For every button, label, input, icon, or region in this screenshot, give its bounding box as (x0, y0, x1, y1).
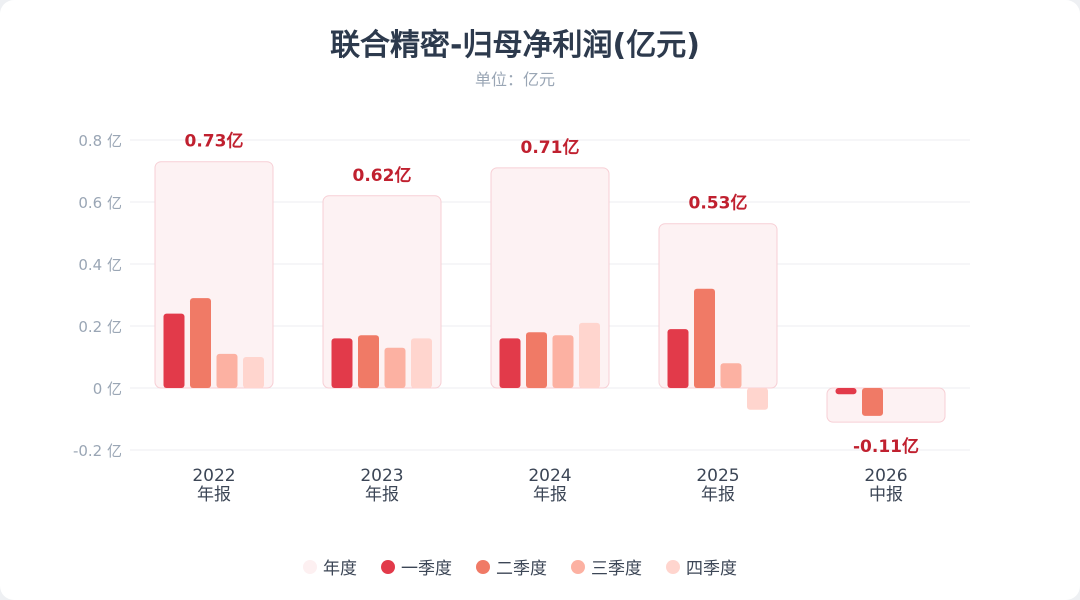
quarter-bar-4 (579, 322, 600, 388)
quarter-bar-3 (552, 335, 574, 388)
annual-bar (826, 387, 946, 423)
quarter-bar-2 (190, 298, 211, 388)
quarter-bar-2 (694, 288, 715, 388)
y-tick-label: 0.4 亿 (78, 256, 122, 274)
legend-label: 三季度 (591, 559, 642, 579)
x-tick-period: 年报 (197, 485, 231, 505)
quarter-bar-2 (526, 332, 547, 388)
x-tick-year: 2022 (192, 466, 235, 486)
x-tick-year: 2023 (360, 466, 403, 486)
quarter-bar-1 (331, 338, 353, 388)
x-tick-year: 2024 (528, 466, 571, 486)
legend-item[interactable]: 一季度 (381, 554, 452, 579)
legend-label: 年度 (323, 559, 357, 579)
annual-value-label: 0.53亿 (689, 193, 748, 214)
chart-legend: 年度 一季度 二季度 三季度 四季度 (0, 554, 1040, 579)
x-tick-period: 年报 (533, 485, 567, 505)
x-tick-year: 2026 (864, 466, 907, 486)
quarter-bar-2 (862, 388, 883, 416)
legend-item[interactable]: 二季度 (476, 554, 547, 579)
y-tick-label: 0.8 亿 (78, 132, 122, 150)
legend-swatch (381, 559, 395, 574)
y-tick-label: 0.2 亿 (78, 318, 122, 336)
quarter-bar-1 (835, 388, 857, 395)
legend-item[interactable]: 年度 (303, 554, 357, 579)
legend-swatch (571, 559, 585, 574)
legend-label: 四季度 (686, 559, 737, 579)
quarter-bar-1 (667, 329, 689, 388)
quarter-bar-3 (216, 353, 238, 388)
quarter-bar-3 (384, 347, 406, 388)
annual-value-label: 0.71亿 (521, 137, 580, 158)
chart-title: 联合精密-归母净利润(亿元) (330, 28, 700, 63)
x-tick-period: 年报 (365, 485, 399, 505)
x-tick-period: 年报 (701, 485, 735, 505)
quarter-bar-1 (163, 313, 185, 388)
legend-swatch (476, 559, 490, 574)
x-tick-period: 中报 (869, 485, 903, 505)
annual-value-label: -0.11亿 (853, 436, 919, 457)
legend-item[interactable]: 四季度 (666, 554, 737, 579)
quarter-bar-4 (243, 357, 264, 388)
annual-value-label: 0.73亿 (185, 131, 244, 152)
legend-item[interactable]: 三季度 (571, 554, 642, 579)
legend-label: 一季度 (401, 559, 452, 579)
legend-swatch (303, 559, 317, 574)
quarter-bar-2 (358, 335, 379, 388)
legend-label: 二季度 (496, 559, 547, 579)
quarter-bar-3 (720, 363, 742, 388)
x-tick-year: 2025 (696, 466, 739, 486)
y-tick-label: 0.6 亿 (78, 194, 122, 212)
quarter-bar-4 (747, 388, 768, 410)
y-tick-label: 0 亿 (93, 380, 122, 398)
quarter-bar-4 (411, 338, 432, 388)
annual-value-label: 0.62亿 (353, 165, 412, 186)
quarter-bar-1 (499, 338, 521, 388)
y-tick-label: -0.2 亿 (73, 442, 122, 460)
legend-swatch (666, 559, 680, 574)
chart-subtitle: 单位：亿元 (474, 70, 555, 89)
